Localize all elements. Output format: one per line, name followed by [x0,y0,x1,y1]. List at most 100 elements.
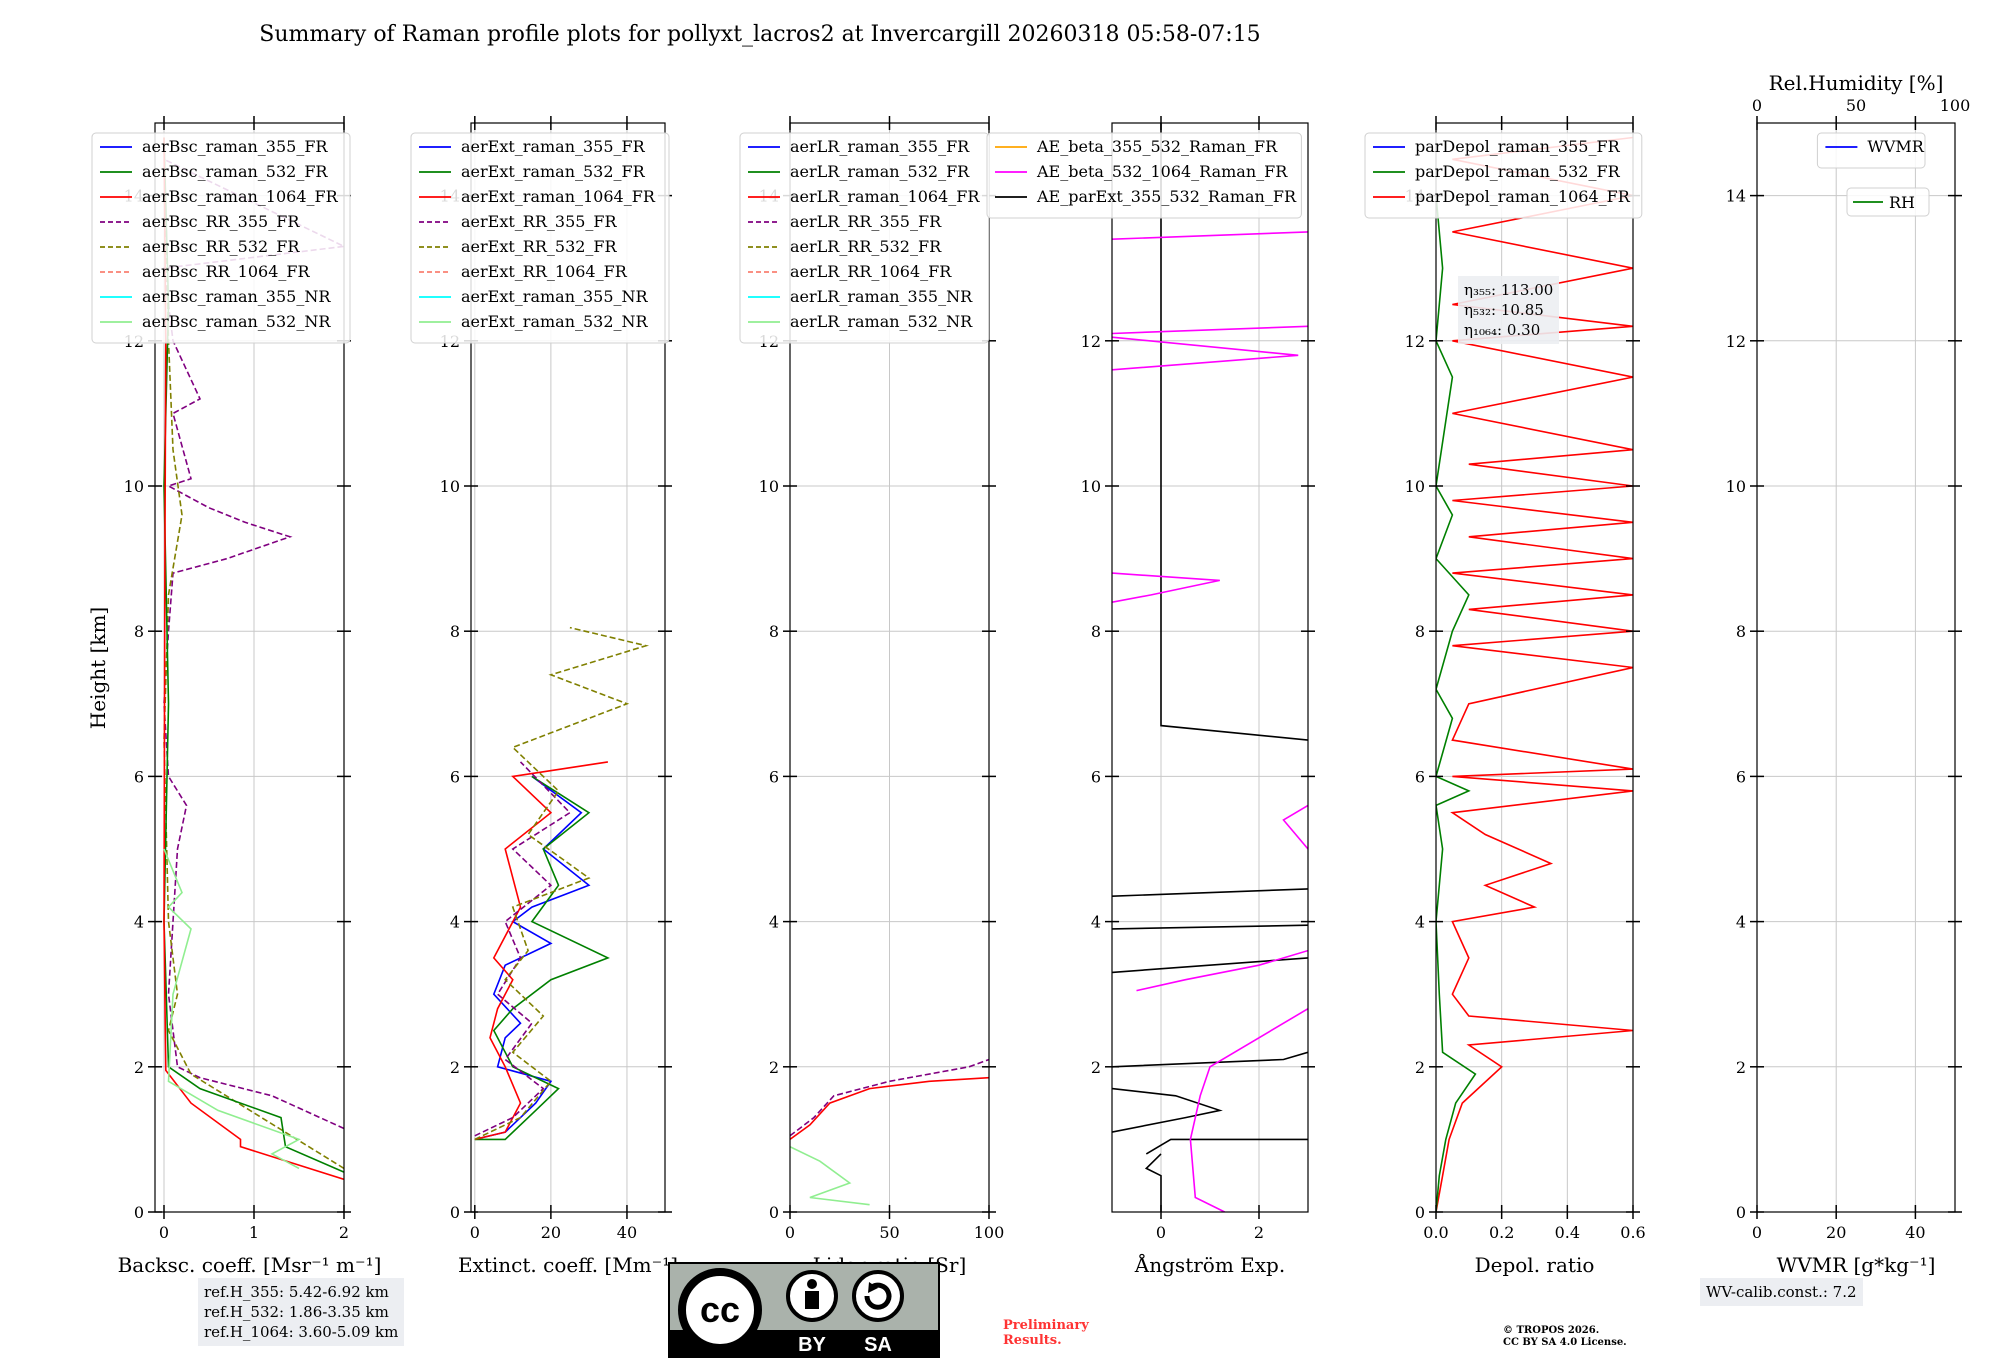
lr-legend-label: aerLR_raman_355_NR [790,287,973,306]
lr-xtick-label: 50 [879,1223,899,1242]
ae-series-line [1112,231,1308,240]
ae-legend-label: AE_parExt_355_532_Raman_FR [1036,187,1297,206]
wv-top-axis-label: Rel.Humidity [%] [1769,71,1944,95]
ext-series-line [474,775,591,1141]
ext-xtick-label: 20 [541,1223,561,1242]
wv-xtick-label: 0 [1752,1223,1762,1242]
ext-legend-label: aerExt_raman_355_FR [461,137,646,156]
ae-series-line [1145,1138,1308,1155]
ext-legend-label: aerExt_RR_532_FR [461,237,618,256]
bsc-xtick-label: 2 [339,1223,349,1242]
bsc-xlabel: Backsc. coeff. [Msr⁻¹ m⁻¹] [118,1253,382,1277]
depol-ytick-label: 4 [1415,913,1425,932]
ref-height-532: ref.H_532: 1.86-3.35 km [204,1303,389,1321]
lr-ytick-label: 10 [759,477,779,496]
lr-xtick-label: 100 [974,1223,1005,1242]
depol-legend-label: parDepol_raman_532_FR [1415,162,1621,181]
wv-xlabel: WVMR [g*kg⁻¹] [1777,1253,1936,1277]
ae-ytick-label: 4 [1091,913,1101,932]
depol-xtick-label: 0.4 [1555,1223,1580,1242]
bsc-legend-label: aerBsc_RR_1064_FR [142,262,311,281]
lr-legend-label: aerLR_raman_355_FR [790,137,970,156]
wv-xtick-label: 40 [1905,1223,1925,1242]
wv-legend-label: WVMR [1867,137,1924,156]
wv-ytick-label: 6 [1736,767,1746,786]
ae-series-line [1189,1008,1308,1212]
bsc-series-line [163,848,301,1170]
bsc-ytick-label: 8 [134,622,144,641]
wv-axes-frame [1756,122,1956,1213]
bsc-series-line [163,158,344,1130]
bsc-xtick-label: 0 [159,1223,169,1242]
ext-legend-label: aerExt_raman_1064_FR [461,187,656,206]
ae-series-line [1112,924,1308,930]
bsc-legend-label: aerBsc_raman_532_NR [142,312,331,331]
ae-xtick-label: 0 [1156,1223,1166,1242]
ext-series-line [474,626,650,1141]
bsc-series-group [163,137,344,1181]
wv-legend-box [1816,132,1926,169]
lr-ytick-label: 0 [769,1203,779,1222]
reference-heights-box: ref.H_355: 5.42-6.92 km ref.H_532: 1.86-… [198,1278,405,1346]
bsc-ytick-label: 0 [134,1203,144,1222]
lr-legend-label: aerLR_raman_532_NR [790,312,973,331]
depol-axes-frame [1435,122,1634,1213]
ae-ytick-label: 12 [1081,332,1101,351]
wv-ytick-label: 0 [1736,1203,1746,1222]
wv-xtick-label: 20 [1826,1223,1846,1242]
lr-ytick-label: 2 [769,1058,779,1077]
lr-ytick-label: 6 [769,767,779,786]
wv-legend2-box [1846,187,1930,217]
depol-xtick-label: 0.2 [1489,1223,1514,1242]
preliminary-line-1: Preliminary [1003,1318,1089,1333]
bsc-legend-label: aerBsc_raman_1064_FR [142,187,339,206]
eta-box: η₃₅₅: 113.00 η₅₃₂: 10.85 η₁₀₆₄: 0.30 [1458,276,1560,344]
bsc-ytick-label: 10 [124,477,144,496]
wv-top-tick-label: 50 [1846,96,1866,115]
depol-legend-label: parDepol_raman_355_FR [1415,137,1621,156]
bsc-legend-box [91,132,351,344]
bsc-ytick-label: 6 [134,767,144,786]
lr-ytick-label: 8 [769,622,779,641]
depol-series-group [1436,136,1633,1212]
eta-1064: η₁₀₆₄: 0.30 [1464,321,1541,339]
bsc-legend-label: aerBsc_RR_355_FR [142,212,300,231]
ref-height-355: ref.H_355: 5.42-6.92 km [204,1283,389,1301]
eta-355: η₃₅₅: 113.00 [1464,281,1554,299]
lr-ytick-label: 4 [769,913,779,932]
ext-xtick-label: 40 [617,1223,637,1242]
ext-series-line [474,761,609,1141]
ae-series-line [1112,888,1308,897]
ae-ytick-label: 6 [1091,767,1101,786]
depol-legend-label: parDepol_raman_1064_FR [1415,187,1631,206]
wv-ytick-label: 8 [1736,622,1746,641]
figure-title: Summary of Raman profile plots for polly… [259,22,1261,47]
lr-legend-label: aerLR_RR_1064_FR [790,262,952,281]
ae-series-line [1112,325,1308,335]
sa-label: SA [864,1334,892,1356]
ext-axes-frame [470,122,666,1213]
ext-legend-label: aerExt_RR_355_FR [461,212,618,231]
wv-calib-box: WV-calib.const.: 7.2 [1700,1278,1863,1306]
ae-ytick-label: 10 [1081,477,1101,496]
ae-series-line [1112,1051,1308,1068]
bsc-series-line [163,137,344,1181]
lr-xtick-label: 0 [785,1223,795,1242]
eta-532: η₅₃₂: 10.85 [1464,301,1544,319]
wv-ytick-label: 12 [1726,332,1746,351]
ae-ytick-label: 2 [1091,1058,1101,1077]
lr-series-line [790,1058,989,1137]
ae-series-line [1112,1087,1223,1133]
depol-ytick-label: 0 [1415,1203,1425,1222]
wv-legend2-label: RH [1889,193,1915,212]
bsc-series-line [163,137,344,1170]
bsc-xtick-label: 1 [249,1223,259,1242]
ext-legend-label: aerExt_raman_355_NR [461,287,649,306]
ext-series-line [474,761,572,1137]
ae-series-line [1144,1153,1162,1212]
copyright-note: © TROPOS 2026. CC BY SA 4.0 License. [1503,1325,1627,1349]
cc-logo-text: cc [700,1289,740,1330]
ext-series-group [474,626,650,1141]
depol-ytick-label: 10 [1405,477,1425,496]
